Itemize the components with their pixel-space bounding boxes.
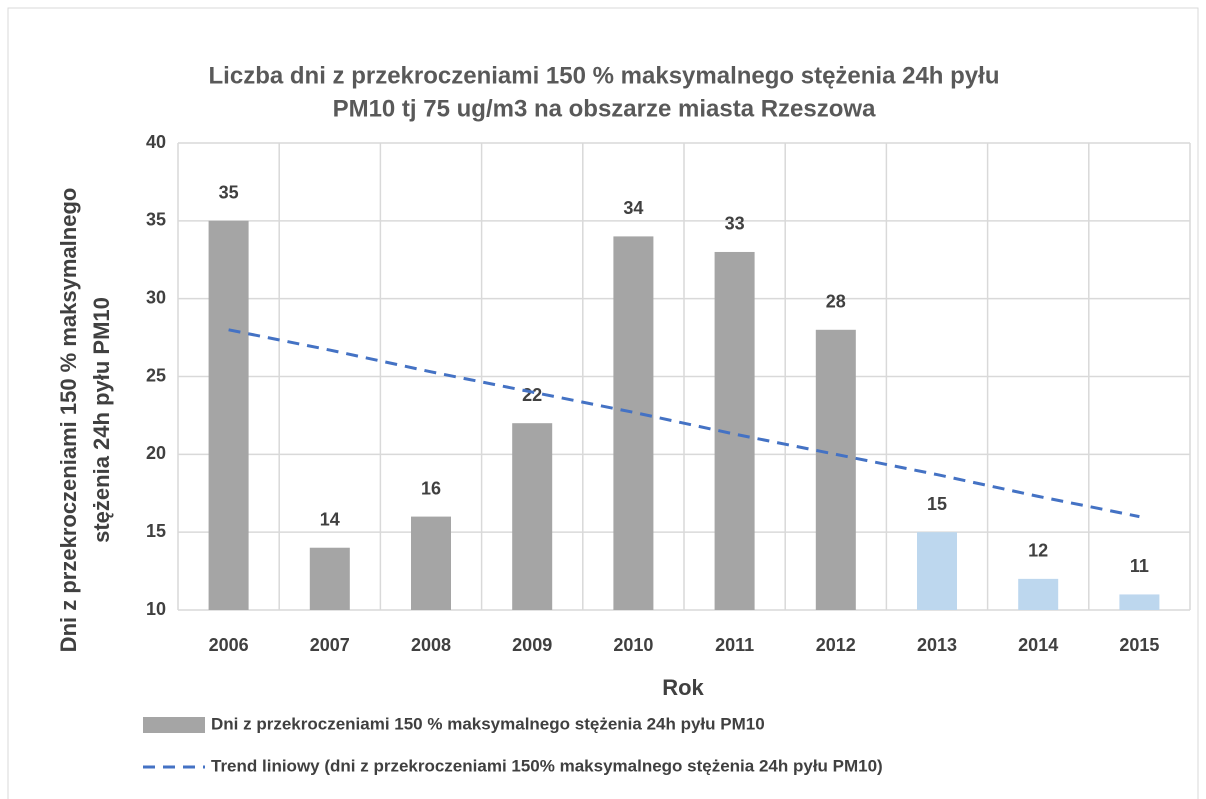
- y-tick-label: 15: [146, 521, 166, 541]
- chart-title: Liczba dni z przekroczeniami 150 % maksy…: [209, 62, 1000, 89]
- bar: [1018, 578, 1059, 610]
- x-tick-label: 2012: [816, 635, 856, 655]
- data-label: 14: [320, 509, 340, 529]
- y-tick-label: 20: [146, 443, 166, 463]
- bar: [411, 516, 451, 610]
- bar: [309, 547, 350, 610]
- x-tick-label: 2011: [715, 635, 754, 655]
- x-tick-label: 2013: [917, 635, 957, 655]
- legend-label: Trend liniowy (dni z przekroczeniami 150…: [211, 756, 883, 775]
- bar: [613, 236, 654, 610]
- y-tick-label: 10: [146, 599, 166, 619]
- data-label: 34: [623, 198, 643, 218]
- bar: [1119, 594, 1160, 610]
- x-tick-label: 2015: [1119, 635, 1159, 655]
- x-tick-label: 2006: [209, 635, 249, 655]
- data-label: 16: [421, 478, 441, 498]
- legend-swatch: [143, 717, 205, 733]
- y-tick-label: 40: [146, 132, 166, 152]
- x-tick-label: 2008: [411, 635, 451, 655]
- data-label: 22: [522, 385, 542, 405]
- chart-title: PM10 tj 75 ug/m3 na obszarze miasta Rzes…: [333, 95, 877, 122]
- bar: [512, 423, 553, 610]
- data-label: 28: [826, 292, 846, 312]
- x-axis-label: Rok: [662, 675, 704, 700]
- bar: [208, 220, 249, 611]
- data-label: 15: [927, 494, 947, 514]
- legend-label: Dni z przekroczeniami 150 % maksymalnego…: [211, 714, 765, 733]
- y-axis-label: stężenia 24h pyłu PM10: [89, 297, 114, 543]
- data-label: 12: [1028, 541, 1048, 561]
- x-tick-label: 2007: [310, 635, 350, 655]
- bar: [917, 532, 957, 610]
- data-label: 33: [725, 214, 745, 234]
- x-tick-label: 2014: [1018, 635, 1058, 655]
- x-tick-label: 2010: [613, 635, 653, 655]
- y-axis-label: Dni z przekroczeniami 150 % maksymalnego: [56, 188, 81, 653]
- y-tick-label: 30: [146, 287, 166, 307]
- chart-border: [7, 7, 1199, 799]
- x-tick-label: 2009: [512, 635, 552, 655]
- bar: [815, 329, 856, 610]
- trend-line: [228, 328, 1140, 519]
- y-tick-label: 25: [146, 365, 166, 385]
- data-label: 11: [1130, 556, 1149, 576]
- y-tick-label: 35: [146, 210, 166, 230]
- data-label: 35: [219, 183, 239, 203]
